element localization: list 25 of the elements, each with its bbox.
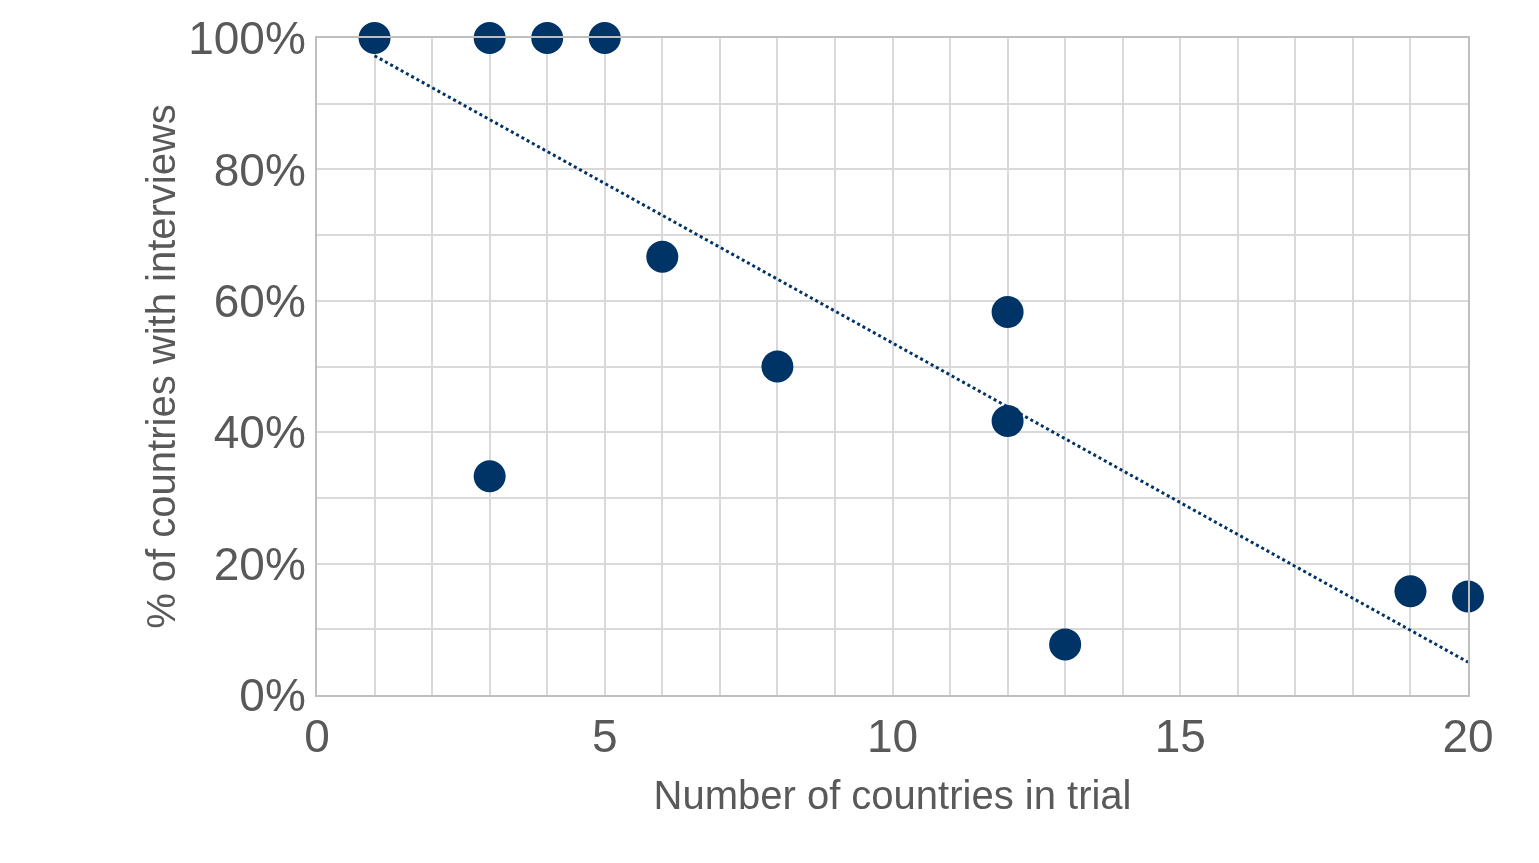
point	[588, 22, 621, 54]
x-tick-label: 5	[591, 710, 618, 763]
y-tick-label: 0%	[239, 669, 306, 722]
y-tick-label: 100%	[188, 12, 306, 65]
point	[1394, 575, 1427, 608]
point	[991, 295, 1024, 328]
x-tick-label: 20	[1442, 710, 1494, 763]
y-tick-label: 40%	[213, 406, 306, 459]
point	[1049, 628, 1082, 661]
point	[646, 240, 679, 273]
x-tick-label: 10	[866, 710, 919, 763]
point	[531, 22, 564, 54]
point	[473, 460, 506, 493]
x-tick-label: 15	[1154, 710, 1206, 763]
point	[358, 22, 391, 54]
y-tick-label: 20%	[213, 537, 306, 590]
x-tick-label: 0	[304, 710, 330, 763]
point	[761, 350, 794, 383]
y-tick-label: 60%	[213, 274, 306, 327]
point	[991, 405, 1024, 438]
point	[473, 22, 506, 54]
y-axis-title: % of countries with interviews	[139, 104, 184, 629]
point	[1452, 580, 1484, 613]
y-tick-label: 80%	[213, 143, 306, 196]
x-axis-title: Number of countries in trial	[653, 773, 1132, 818]
